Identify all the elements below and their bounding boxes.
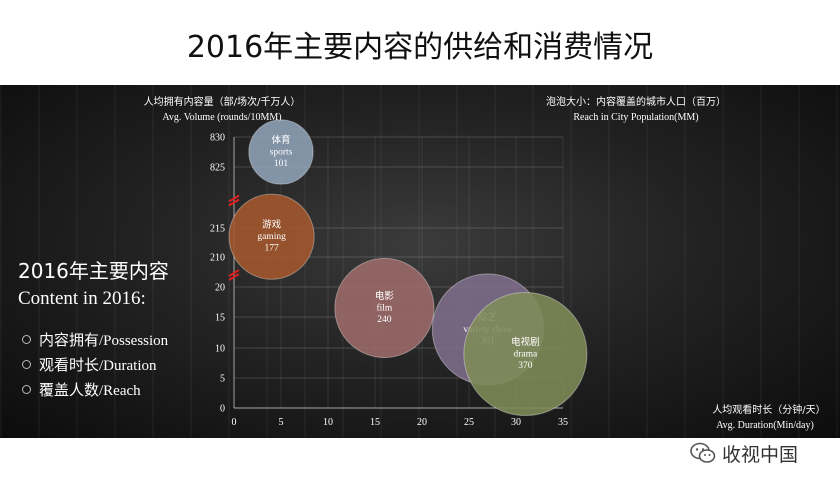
- bubble-label-cn: 游戏: [262, 219, 282, 231]
- footer-logo: 收视中国: [690, 440, 798, 466]
- bubble-reach-label: 370: [518, 361, 533, 371]
- y-tick-label: 15: [215, 313, 225, 324]
- bubble-label-en: drama: [514, 350, 539, 360]
- y-tick-label: 215: [210, 224, 225, 235]
- bullet-icon: [22, 385, 31, 394]
- bubble-label-en: gaming: [257, 232, 286, 242]
- y-tick-label: 825: [210, 163, 225, 174]
- y-tick-label: 5: [220, 374, 225, 385]
- x-tick-label: 20: [417, 417, 427, 428]
- x-axis-label-en: Avg. Duration(Min/day): [716, 420, 814, 431]
- slide-title: 2016年主要内容的供给和消费情况: [186, 30, 654, 65]
- side-item-reach: 覆盖人数/Reach: [22, 379, 141, 400]
- bullet-icon: [22, 360, 31, 369]
- y-axis-label-cn: 人均拥有内容量（部/场次/千万人）: [144, 95, 301, 108]
- bubble: [248, 119, 314, 185]
- side-item-possession: 内容拥有/Possession: [22, 329, 168, 350]
- x-tick-label: 25: [464, 417, 474, 428]
- x-tick-label: 0: [232, 417, 237, 428]
- bubble-label-cn: 电影: [375, 290, 395, 302]
- side-title-cn: 2016年主要内容: [18, 259, 169, 283]
- y-tick-label: 20: [215, 283, 225, 294]
- side-item-label: 观看时长/Duration: [39, 358, 157, 374]
- bubble: [463, 291, 588, 417]
- size-label-en: Reach in City Population(MM): [573, 112, 698, 123]
- chart-panel: 人均拥有内容量（部/场次/千万人） Avg. Volume (rounds/10…: [0, 85, 840, 438]
- bubble-chart: 人均拥有内容量（部/场次/千万人） Avg. Volume (rounds/10…: [144, 95, 826, 431]
- axis-break-mark: [228, 273, 240, 281]
- side-item-label: 覆盖人数/Reach: [39, 383, 141, 399]
- x-axis-label-cn: 人均观看时长（分钟/天）: [712, 403, 825, 416]
- y-tick-label: 830: [210, 133, 225, 144]
- bubble-reach-label: 240: [377, 315, 392, 325]
- footer-brand: 收视中国: [722, 443, 799, 466]
- y-tick-label: 10: [215, 344, 225, 355]
- bullet-icon: [22, 335, 31, 344]
- x-tick-label: 10: [323, 417, 333, 428]
- x-tick-label: 30: [511, 417, 521, 428]
- size-label-cn: 泡泡大小：内容覆盖的城市人口（百万）: [546, 95, 726, 108]
- y-tick-label: 0: [220, 404, 225, 415]
- axis-break-mark: [228, 198, 240, 207]
- side-item-duration: 观看时长/Duration: [22, 354, 157, 375]
- bubble-label-en: sports: [270, 148, 293, 158]
- wechat-icon: [690, 442, 716, 463]
- x-tick-label: 15: [370, 417, 380, 428]
- bubble-label-en: film: [376, 303, 392, 314]
- bubble: [334, 257, 435, 359]
- axis-break-mark: [228, 269, 240, 277]
- x-tick-label: 35: [558, 417, 568, 428]
- bubble-label-cn: 电视剧: [511, 336, 540, 348]
- side-item-label: 内容拥有/Possession: [39, 333, 169, 349]
- axis-break-mark: [228, 194, 240, 203]
- side-title-en: Content in 2016:: [18, 288, 146, 309]
- y-axis-label-en: Avg. Volume (rounds/10MM): [162, 112, 281, 123]
- bubble-label-cn: 体育: [271, 134, 290, 146]
- bubble-reach-label: 101: [274, 159, 289, 169]
- x-tick-label: 5: [279, 417, 284, 428]
- y-tick-label: 210: [210, 253, 225, 264]
- bubble: [228, 193, 315, 280]
- bubble-reach-label: 177: [264, 244, 279, 254]
